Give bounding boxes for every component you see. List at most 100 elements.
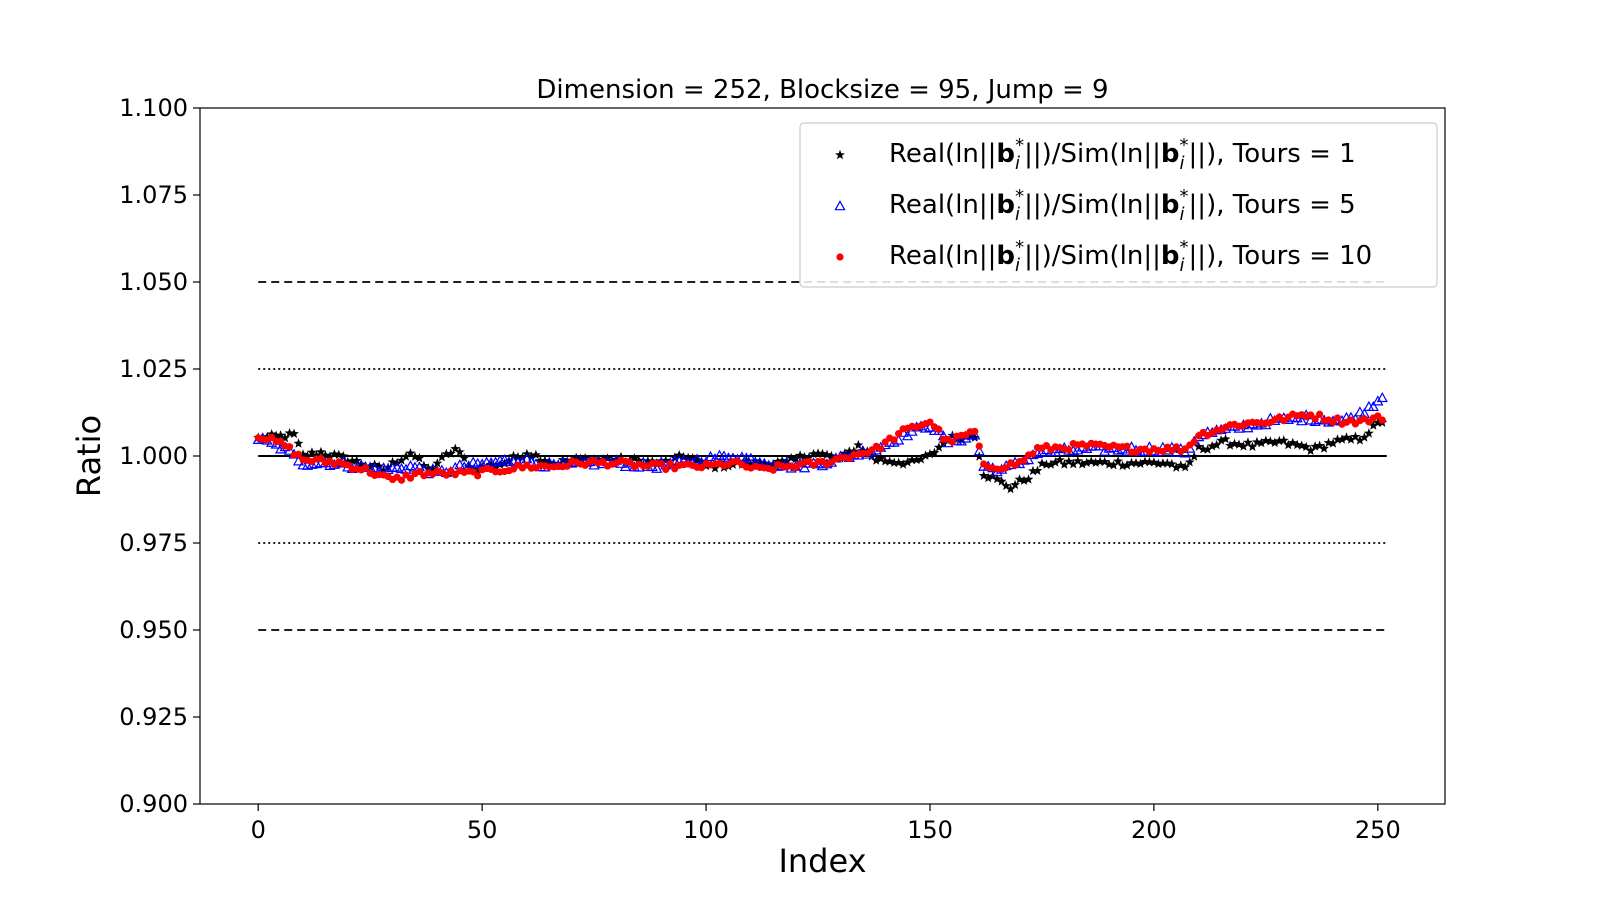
data-point: [933, 442, 944, 452]
data-point: [1077, 459, 1088, 469]
data-point: [1216, 435, 1227, 445]
data-point: [1090, 457, 1101, 468]
data-point: [1323, 437, 1334, 448]
data-point: [557, 454, 568, 465]
data-point: [1028, 465, 1038, 476]
data-point: [1305, 445, 1316, 455]
data-point: [795, 450, 806, 460]
data-point: [1175, 460, 1186, 470]
legend-marker: [834, 200, 846, 211]
data-point: [1269, 437, 1280, 448]
data-point: [844, 446, 855, 456]
y-tick-label: 1.100: [119, 94, 188, 122]
y-tick-label: 0.900: [119, 790, 188, 818]
data-point: [1010, 479, 1021, 490]
data-point: [1032, 465, 1043, 476]
data-point: [1140, 456, 1150, 466]
data-point: [432, 458, 443, 468]
legend-marker: [835, 149, 845, 160]
data-point: [808, 448, 819, 459]
data-point: [397, 476, 406, 484]
data-point: [884, 456, 895, 466]
data-point: [1247, 441, 1258, 452]
data-point: [704, 450, 717, 462]
data-point: [1180, 462, 1191, 472]
data-point: [563, 462, 571, 470]
data-point: [1068, 458, 1079, 469]
data-point: [1041, 459, 1052, 469]
data-point: [280, 432, 291, 443]
data-point: [1023, 474, 1034, 484]
data-point: [463, 461, 474, 472]
x-tick-label: 50: [467, 816, 498, 844]
y-axis-title: Ratio: [70, 415, 108, 497]
data-point: [911, 454, 922, 465]
data-point: [387, 456, 398, 467]
data-point: [626, 458, 634, 466]
data-point: [293, 438, 304, 448]
data-point: [804, 452, 815, 462]
data-point: [474, 472, 482, 480]
data-point: [535, 455, 546, 466]
data-point: [1363, 428, 1374, 438]
y-tick-label: 0.950: [119, 616, 188, 644]
data-point: [975, 442, 983, 450]
data-point: [599, 458, 607, 466]
data-point: [1238, 441, 1249, 451]
data-point: [1329, 418, 1337, 426]
data-point: [1072, 444, 1084, 455]
data-point: [1157, 458, 1168, 468]
data-point: [1131, 457, 1141, 468]
data-point: [947, 430, 958, 440]
data-point: [454, 446, 465, 457]
data-point: [486, 459, 497, 469]
data-point: [1135, 458, 1146, 469]
data-point: [790, 453, 801, 464]
data-point: [504, 456, 514, 466]
data-point: [1296, 440, 1307, 450]
data-point: [759, 458, 770, 468]
data-point: [973, 445, 985, 456]
data-point: [1159, 447, 1167, 456]
data-point: [1002, 464, 1010, 472]
data-point: [1220, 433, 1231, 444]
data-point: [1207, 440, 1218, 451]
data-point: [965, 431, 976, 441]
data-point: [1108, 460, 1119, 470]
data-point: [1054, 454, 1065, 465]
data-point: [750, 455, 761, 466]
data-point: [405, 448, 416, 458]
data-point: [875, 453, 886, 463]
data-point: [1112, 444, 1124, 455]
data-point: [955, 435, 967, 446]
data-point: [1171, 462, 1182, 472]
data-point: [853, 439, 864, 450]
data-point: [607, 455, 617, 465]
data-point: [1126, 457, 1137, 468]
data-point: [839, 448, 850, 458]
data-point: [539, 455, 550, 466]
data-point: [1065, 446, 1073, 454]
y-tick-label: 0.925: [119, 703, 188, 731]
y-tick-label: 0.975: [119, 529, 188, 557]
data-point: [745, 459, 756, 469]
x-tick-label: 200: [1131, 816, 1177, 844]
data-point: [1190, 438, 1198, 446]
data-point: [925, 448, 935, 459]
data-point: [616, 451, 626, 462]
data-point: [1296, 415, 1308, 426]
data-point: [893, 457, 904, 467]
data-point: [459, 453, 470, 463]
data-point: [813, 448, 823, 458]
data-point: [445, 448, 456, 458]
data-point: [1172, 443, 1180, 451]
data-point: [1036, 446, 1048, 457]
data-point: [948, 438, 956, 446]
data-point: [498, 454, 511, 465]
data-point: [548, 458, 559, 468]
data-point: [983, 472, 994, 483]
data-point: [1184, 457, 1195, 467]
data-point: [333, 449, 344, 460]
data-point: [629, 453, 640, 463]
data-point: [969, 429, 981, 440]
